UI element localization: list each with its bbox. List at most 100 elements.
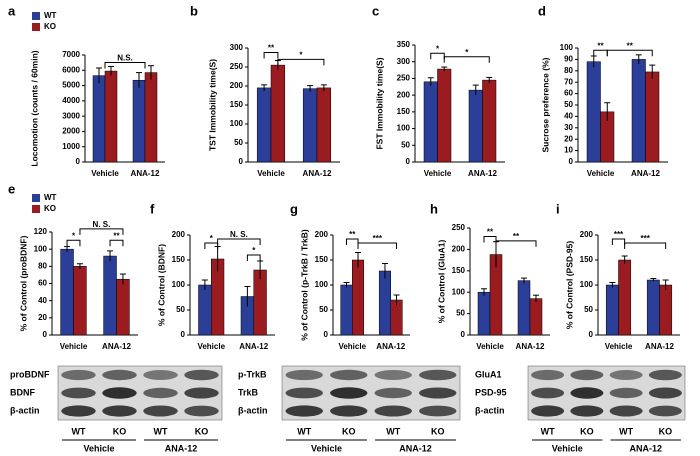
- y-tick-label: 150: [452, 266, 466, 275]
- panel-letter: g: [290, 201, 298, 216]
- y-tick-label: 0: [76, 157, 81, 166]
- blot-band: [61, 369, 96, 381]
- significance-label: **: [513, 232, 520, 241]
- blot-band: [609, 387, 643, 399]
- y-tick-label: 100: [397, 124, 411, 133]
- significance-label: **: [349, 230, 356, 239]
- group-label: Vehicle: [552, 443, 583, 453]
- bar: [256, 87, 272, 163]
- y-tick-label: 50: [564, 100, 573, 109]
- legend-label: WT: [44, 11, 57, 20]
- x-tick-label: Vehicle: [257, 169, 285, 178]
- significance-label: *: [299, 51, 303, 60]
- bar: [423, 81, 438, 163]
- blot-band: [531, 387, 565, 399]
- blot-band: [102, 387, 137, 399]
- y-tick-label: 150: [580, 255, 594, 264]
- blot-band: [143, 370, 178, 380]
- blot-band: [531, 405, 565, 417]
- bar: [659, 284, 673, 336]
- blot-row-label: β-actin: [475, 405, 505, 415]
- blot-band: [330, 405, 368, 417]
- bar: [645, 71, 660, 163]
- y-tick-label: 20: [564, 134, 573, 143]
- y-tick-label: 0: [589, 330, 594, 339]
- y-tick-label: 30: [564, 123, 573, 132]
- y-tick-label: 50: [176, 305, 185, 314]
- legend-swatch: [32, 12, 40, 20]
- legend-label: WT: [44, 193, 57, 202]
- bar: [132, 79, 146, 163]
- bar: [390, 299, 403, 336]
- y-tick-label: 4000: [62, 96, 80, 105]
- significance-label: N.S.: [117, 54, 133, 63]
- y-tick-label: 200: [315, 230, 329, 239]
- bar: [477, 291, 491, 336]
- significance-label: N. S.: [230, 230, 248, 239]
- significance-label: **: [487, 228, 494, 237]
- x-tick-label: ANA-12: [102, 342, 131, 351]
- y-tick-label: 50: [234, 138, 243, 147]
- y-tick-label: 0: [406, 157, 411, 166]
- blot-band: [184, 387, 219, 399]
- y-tick-label: 20: [38, 313, 47, 322]
- significance-label: *: [72, 231, 76, 240]
- y-axis-title: % of Control (PSD-95): [564, 241, 574, 329]
- significance-bracket: [109, 239, 124, 247]
- x-tick-label: Vehicle: [424, 169, 452, 178]
- y-axis-title: % of Control (proBDNF): [18, 235, 28, 331]
- bar: [646, 279, 660, 336]
- y-tick-label: 3000: [62, 111, 80, 120]
- significance-bracket: [443, 56, 490, 63]
- significance-label: ***: [373, 234, 383, 243]
- y-tick-label: 50: [319, 305, 328, 314]
- y-tick-label: 70: [564, 77, 573, 86]
- y-tick-label: 100: [230, 119, 244, 128]
- significance-bracket: [345, 238, 359, 245]
- significance-bracket: [430, 52, 445, 60]
- significance-label: *: [436, 44, 440, 53]
- blot-band: [609, 370, 643, 380]
- x-tick-label: ANA-12: [468, 169, 497, 178]
- group-label: Vehicle: [83, 443, 114, 453]
- significance-label: **: [268, 44, 275, 53]
- bar: [482, 79, 497, 163]
- blot-row-label: proBDNF: [10, 369, 50, 379]
- bar: [253, 269, 267, 336]
- legend-label: KO: [44, 204, 56, 213]
- significance-bracket: [495, 240, 537, 247]
- bar: [437, 68, 452, 163]
- y-tick-label: 0: [43, 330, 48, 339]
- blot-band: [648, 369, 682, 381]
- y-tick-label: 1000: [62, 142, 80, 151]
- y-tick-label: 2000: [62, 127, 80, 136]
- significance-label: ***: [640, 234, 650, 243]
- lane-label: WT: [619, 426, 633, 436]
- y-tick-label: 0: [324, 330, 329, 339]
- lane-label: KO: [195, 426, 209, 436]
- blot-band: [374, 405, 412, 417]
- y-axis-title: % of Control (BDNF): [156, 244, 166, 326]
- significance-label: **: [113, 231, 120, 240]
- y-tick-label: 300: [397, 57, 411, 66]
- significance-label: **: [597, 41, 604, 50]
- significance-label: *: [210, 234, 214, 243]
- x-tick-label: Vehicle: [338, 342, 366, 351]
- legend-label: KO: [44, 22, 56, 31]
- bar: [73, 266, 87, 336]
- y-axis-title: Locomotion (counts / 60min): [29, 50, 39, 166]
- blot-band: [143, 405, 178, 417]
- significance-bracket: [66, 239, 81, 247]
- bar: [352, 259, 365, 336]
- blot-band: [374, 370, 412, 380]
- panel-letter: f: [150, 201, 155, 216]
- y-tick-label: 100: [560, 43, 574, 52]
- y-tick-label: 100: [172, 280, 186, 289]
- y-tick-label: 0: [181, 330, 186, 339]
- blot-band: [184, 369, 219, 381]
- y-tick-label: 150: [172, 255, 186, 264]
- bar: [103, 255, 117, 336]
- x-tick-label: ANA-12: [239, 342, 268, 351]
- bar: [618, 259, 632, 336]
- blot-row-label: BDNF: [10, 387, 35, 397]
